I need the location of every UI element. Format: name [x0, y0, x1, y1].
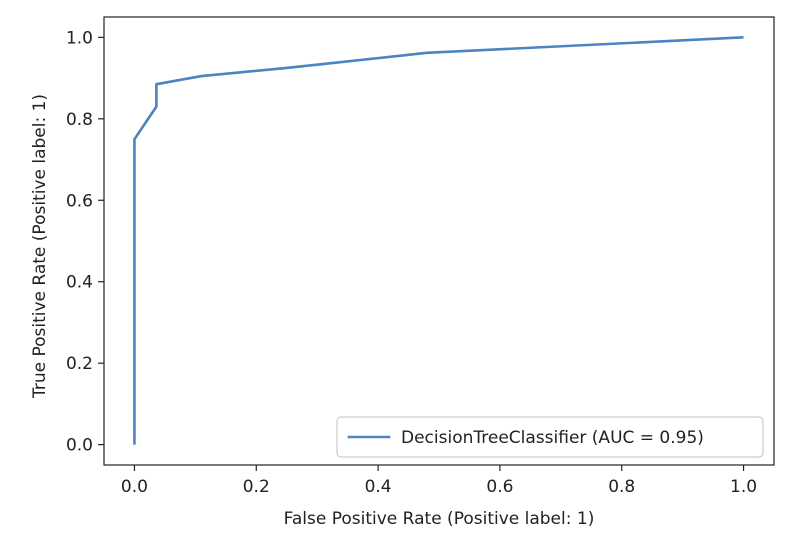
y-tick-label: 0.0	[66, 436, 93, 456]
x-axis-ticks: 0.0 0.2 0.4 0.6 0.8 1.0	[121, 465, 757, 497]
y-tick-label: 0.8	[66, 110, 93, 130]
legend-entry-label: DecisionTreeClassifier (AUC = 0.95)	[401, 428, 704, 448]
y-tick-label: 1.0	[66, 28, 93, 48]
y-tick-label: 0.4	[66, 273, 93, 293]
roc-curve-line	[133, 36, 744, 445]
series-layer	[133, 36, 744, 445]
y-axis-ticks: 0.0 0.2 0.4 0.6 0.8 1.0	[66, 28, 104, 456]
x-tick-label: 0.6	[486, 477, 513, 497]
legend-box	[336, 416, 764, 458]
x-tick-label: 1.0	[730, 477, 757, 497]
plot-area	[103, 16, 775, 466]
x-tick-label: 0.0	[121, 477, 148, 497]
x-tick-label: 0.2	[243, 477, 270, 497]
x-tick-label: 0.4	[365, 477, 392, 497]
y-tick-label: 0.2	[66, 354, 93, 374]
x-tick-label: 0.8	[608, 477, 635, 497]
y-tick-label: 0.6	[66, 191, 93, 211]
legend: DecisionTreeClassifier (AUC = 0.95)	[336, 416, 764, 458]
plot-frame	[103, 16, 775, 466]
x-axis-label: False Positive Rate (Positive label: 1)	[284, 509, 595, 529]
y-axis-label: True Positive Rate (Positive label: 1)	[30, 94, 50, 399]
